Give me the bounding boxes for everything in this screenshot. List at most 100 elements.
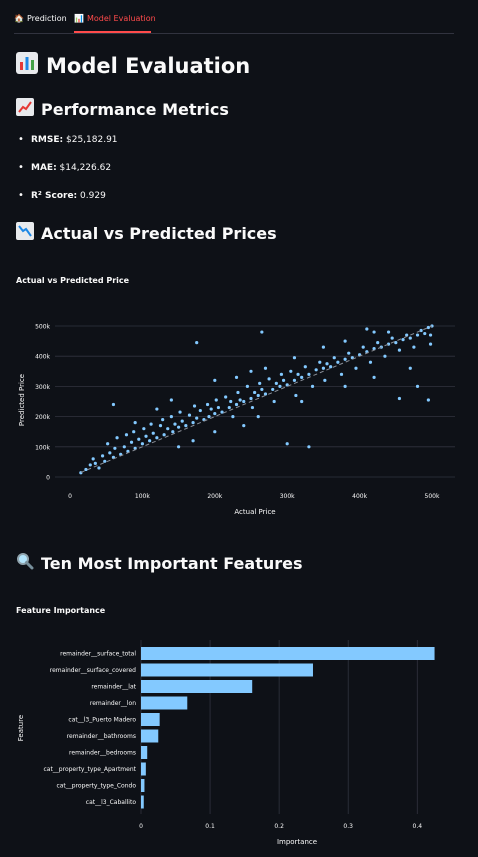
- scatter-point: [347, 351, 351, 355]
- scatter-point: [158, 424, 163, 428]
- scatter-point: [372, 375, 376, 379]
- scatter-point: [220, 410, 224, 414]
- scatter-point: [173, 422, 177, 426]
- scatter-point: [426, 398, 430, 402]
- scatter-point: [137, 437, 141, 441]
- scatter-point: [216, 405, 221, 410]
- scatter-point: [140, 442, 144, 446]
- page-title-text: Model Evaluation: [46, 53, 251, 78]
- bar: [141, 680, 253, 693]
- scatter-point: [281, 378, 286, 382]
- scatter-point: [412, 345, 416, 349]
- scatter-point: [310, 384, 315, 388]
- scatter-point: [383, 354, 387, 358]
- metric-label: RMSE:: [31, 135, 64, 145]
- scatter-point: [97, 466, 101, 470]
- scatter-point: [84, 467, 88, 472]
- scatter-point: [227, 405, 231, 410]
- scatter-point: [184, 424, 188, 428]
- scatter-point: [198, 408, 202, 413]
- scatter-grid: [55, 325, 455, 478]
- scatter-point: [401, 337, 405, 342]
- features-heading-text: Ten Most Important Features: [41, 553, 303, 573]
- bar: [141, 729, 159, 743]
- scatter-point: [307, 445, 311, 449]
- scatter-point: [278, 384, 282, 388]
- scatter-point: [242, 424, 246, 428]
- scatter-point: [180, 419, 184, 423]
- scatter-point: [151, 431, 155, 435]
- scatter-point: [260, 330, 264, 334]
- scatter-point: [106, 442, 110, 446]
- scatter-point: [238, 398, 242, 402]
- metric-label: MAE:: [31, 163, 57, 173]
- scatter-point: [386, 330, 391, 334]
- feature-importance-chart: remainder__surface_total remainder__surfa…: [17, 640, 435, 846]
- scatter-point: [214, 398, 218, 402]
- scatter-point: [124, 433, 129, 437]
- category-label: cat__property_type_Apartment: [43, 766, 136, 773]
- scatter-point: [323, 378, 327, 382]
- scatter-point: [234, 402, 239, 407]
- scatter-point: [169, 398, 173, 402]
- x-tick-label: 0.4: [413, 823, 423, 830]
- tab-bar: 🏠 Prediction 📊 Model Evaluation: [14, 8, 454, 34]
- scatter-point: [263, 392, 268, 396]
- y-tick-label: 100k: [35, 444, 50, 451]
- scatter-point: [213, 378, 217, 382]
- x-tick-label: 100k: [135, 493, 150, 500]
- scatter-point: [236, 390, 240, 395]
- x-axis-label: Importance: [277, 838, 317, 846]
- scatter-point: [155, 407, 159, 411]
- category-label: cat__property_type_Condo: [56, 783, 136, 790]
- y-axis-label: Feature: [17, 715, 25, 741]
- scatter-point: [289, 369, 293, 373]
- scatter-point: [149, 422, 153, 426]
- category-label: remainder__lon: [90, 700, 136, 707]
- scatter-point: [428, 342, 433, 346]
- x-tick-labels: 0 100k 200k 300k 400k 500k: [68, 493, 440, 500]
- tab-model-evaluation[interactable]: 📊 Model Evaluation: [74, 14, 156, 23]
- scatter-point: [372, 330, 376, 334]
- scatter-chart: 0 100k 200k 300k 400k 500k 0 100k 200k 300k 400k 5…: [18, 324, 455, 516]
- scatter-point: [307, 372, 311, 376]
- scatter-point: [303, 365, 307, 369]
- scatter-point: [187, 413, 192, 417]
- scatter-point: [292, 378, 297, 382]
- scatter-point: [192, 404, 197, 408]
- scatter-point: [405, 333, 409, 337]
- scatter-point: [428, 333, 433, 337]
- metric-value: $25,182.91: [66, 135, 118, 145]
- tab-prediction[interactable]: 🏠 Prediction: [14, 14, 67, 23]
- bar: [141, 762, 146, 776]
- scatter-point: [195, 416, 199, 420]
- scatter-point: [205, 402, 210, 407]
- scatter-point: [155, 436, 159, 440]
- metrics-list: RMSE: $25,182.91 MAE: $14,226.62 R² Scor…: [16, 126, 316, 210]
- scatter-point: [166, 427, 170, 431]
- category-label: remainder__lat: [91, 684, 136, 691]
- scatter-point: [213, 411, 217, 416]
- x-tick-label: 0.2: [274, 823, 284, 830]
- bar: [141, 746, 148, 759]
- scatter-point: [279, 372, 284, 376]
- y-axis-label: Predicted Price: [18, 374, 26, 426]
- scatter-point: [209, 407, 213, 411]
- scatter-point: [329, 365, 333, 369]
- scatter-point: [271, 387, 275, 392]
- metric-value: $14,226.62: [59, 163, 112, 173]
- scatter-chart-title: Actual vs Predicted Price: [16, 276, 130, 285]
- scatter-point: [100, 454, 105, 458]
- scatter-point: [292, 356, 297, 360]
- scatter-point: [169, 415, 173, 419]
- x-tick-label: 400k: [352, 493, 367, 500]
- scatter-point: [300, 399, 304, 404]
- bar: [141, 647, 435, 660]
- scatter-point: [408, 366, 412, 370]
- scatter-point: [132, 430, 136, 434]
- chart-decreasing-icon: [16, 222, 34, 244]
- scatter-point: [111, 402, 116, 407]
- scatter-point: [300, 375, 304, 379]
- scatter-point: [144, 434, 148, 438]
- scatter-point: [321, 345, 325, 349]
